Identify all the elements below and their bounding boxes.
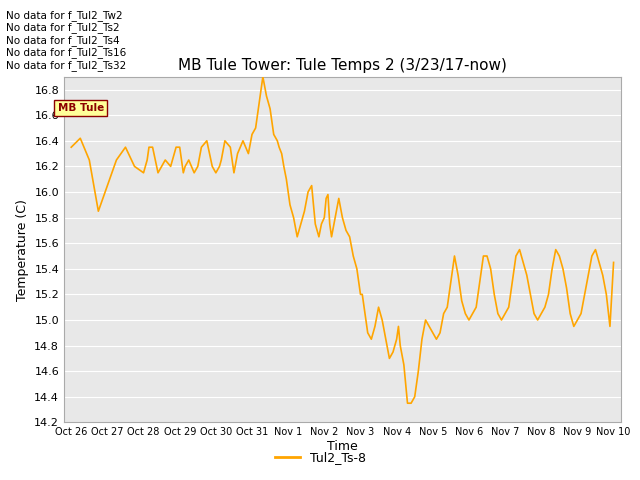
X-axis label: Time: Time: [327, 440, 358, 453]
Y-axis label: Temperature (C): Temperature (C): [16, 199, 29, 300]
Legend: Tul2_Ts-8: Tul2_Ts-8: [269, 446, 371, 469]
Text: No data for f_Tul2_Tw2
No data for f_Tul2_Ts2
No data for f_Tul2_Ts4
No data for: No data for f_Tul2_Tw2 No data for f_Tul…: [6, 10, 127, 71]
Title: MB Tule Tower: Tule Temps 2 (3/23/17-now): MB Tule Tower: Tule Temps 2 (3/23/17-now…: [178, 58, 507, 73]
Text: MB Tule: MB Tule: [58, 103, 104, 113]
